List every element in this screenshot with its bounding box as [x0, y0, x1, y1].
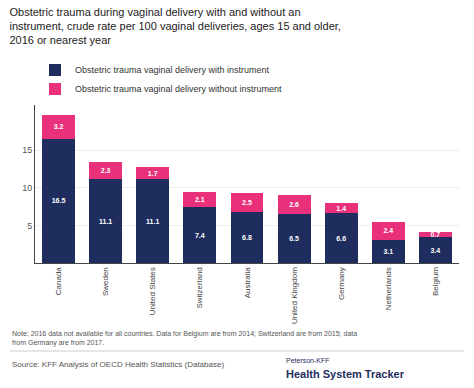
- svg-text:Source: KFF Analysis of OECD H: Source: KFF Analysis of OECD Health Stat…: [12, 360, 224, 369]
- svg-text:Switzerland: Switzerland: [195, 267, 204, 308]
- svg-text:1.7: 1.7: [148, 170, 158, 177]
- svg-text:2.3: 2.3: [101, 167, 111, 174]
- svg-text:Germany: Germany: [337, 267, 346, 300]
- svg-text:United Kingdom: United Kingdom: [290, 267, 299, 324]
- svg-text:Sweden: Sweden: [101, 267, 110, 296]
- svg-text:2.1: 2.1: [195, 196, 205, 203]
- svg-text:6.5: 6.5: [289, 235, 299, 242]
- svg-text:15: 15: [22, 145, 32, 155]
- svg-text:Health System Tracker: Health System Tracker: [286, 368, 405, 380]
- svg-text:7.4: 7.4: [195, 232, 205, 239]
- svg-text:2.4: 2.4: [383, 227, 393, 234]
- svg-text:16.5: 16.5: [52, 197, 66, 204]
- svg-text:6.8: 6.8: [242, 234, 252, 241]
- svg-text:3.1: 3.1: [383, 248, 393, 255]
- svg-text:Australia: Australia: [243, 267, 252, 299]
- svg-text:10: 10: [22, 183, 32, 193]
- svg-text:5: 5: [27, 221, 32, 231]
- svg-text:Obstetric trauma vaginal deliv: Obstetric trauma vaginal delivery with i…: [75, 65, 270, 75]
- svg-text:Obstetric trauma during vagina: Obstetric trauma during vaginal delivery…: [9, 6, 340, 47]
- svg-text:United States: United States: [148, 267, 157, 315]
- svg-text:Obstetric trauma vaginal deliv: Obstetric trauma vaginal delivery withou…: [75, 84, 282, 94]
- svg-text:11.1: 11.1: [146, 218, 159, 225]
- svg-text:Netherlands: Netherlands: [384, 267, 393, 310]
- svg-text:Belgium: Belgium: [431, 267, 440, 296]
- svg-text:3.2: 3.2: [54, 123, 64, 130]
- svg-text:Peterson-KFF: Peterson-KFF: [286, 357, 330, 364]
- svg-text:2.5: 2.5: [242, 199, 252, 206]
- svg-text:Note: 2016 data not available: Note: 2016 data not available for all co…: [12, 330, 357, 347]
- svg-text:0.7: 0.7: [431, 231, 441, 238]
- svg-text:Canada: Canada: [54, 267, 63, 296]
- svg-text:11.1: 11.1: [99, 218, 112, 225]
- svg-text:3.4: 3.4: [431, 247, 441, 254]
- svg-text:2.6: 2.6: [289, 201, 299, 208]
- svg-text:1.4: 1.4: [336, 205, 346, 212]
- svg-text:6.6: 6.6: [336, 235, 346, 242]
